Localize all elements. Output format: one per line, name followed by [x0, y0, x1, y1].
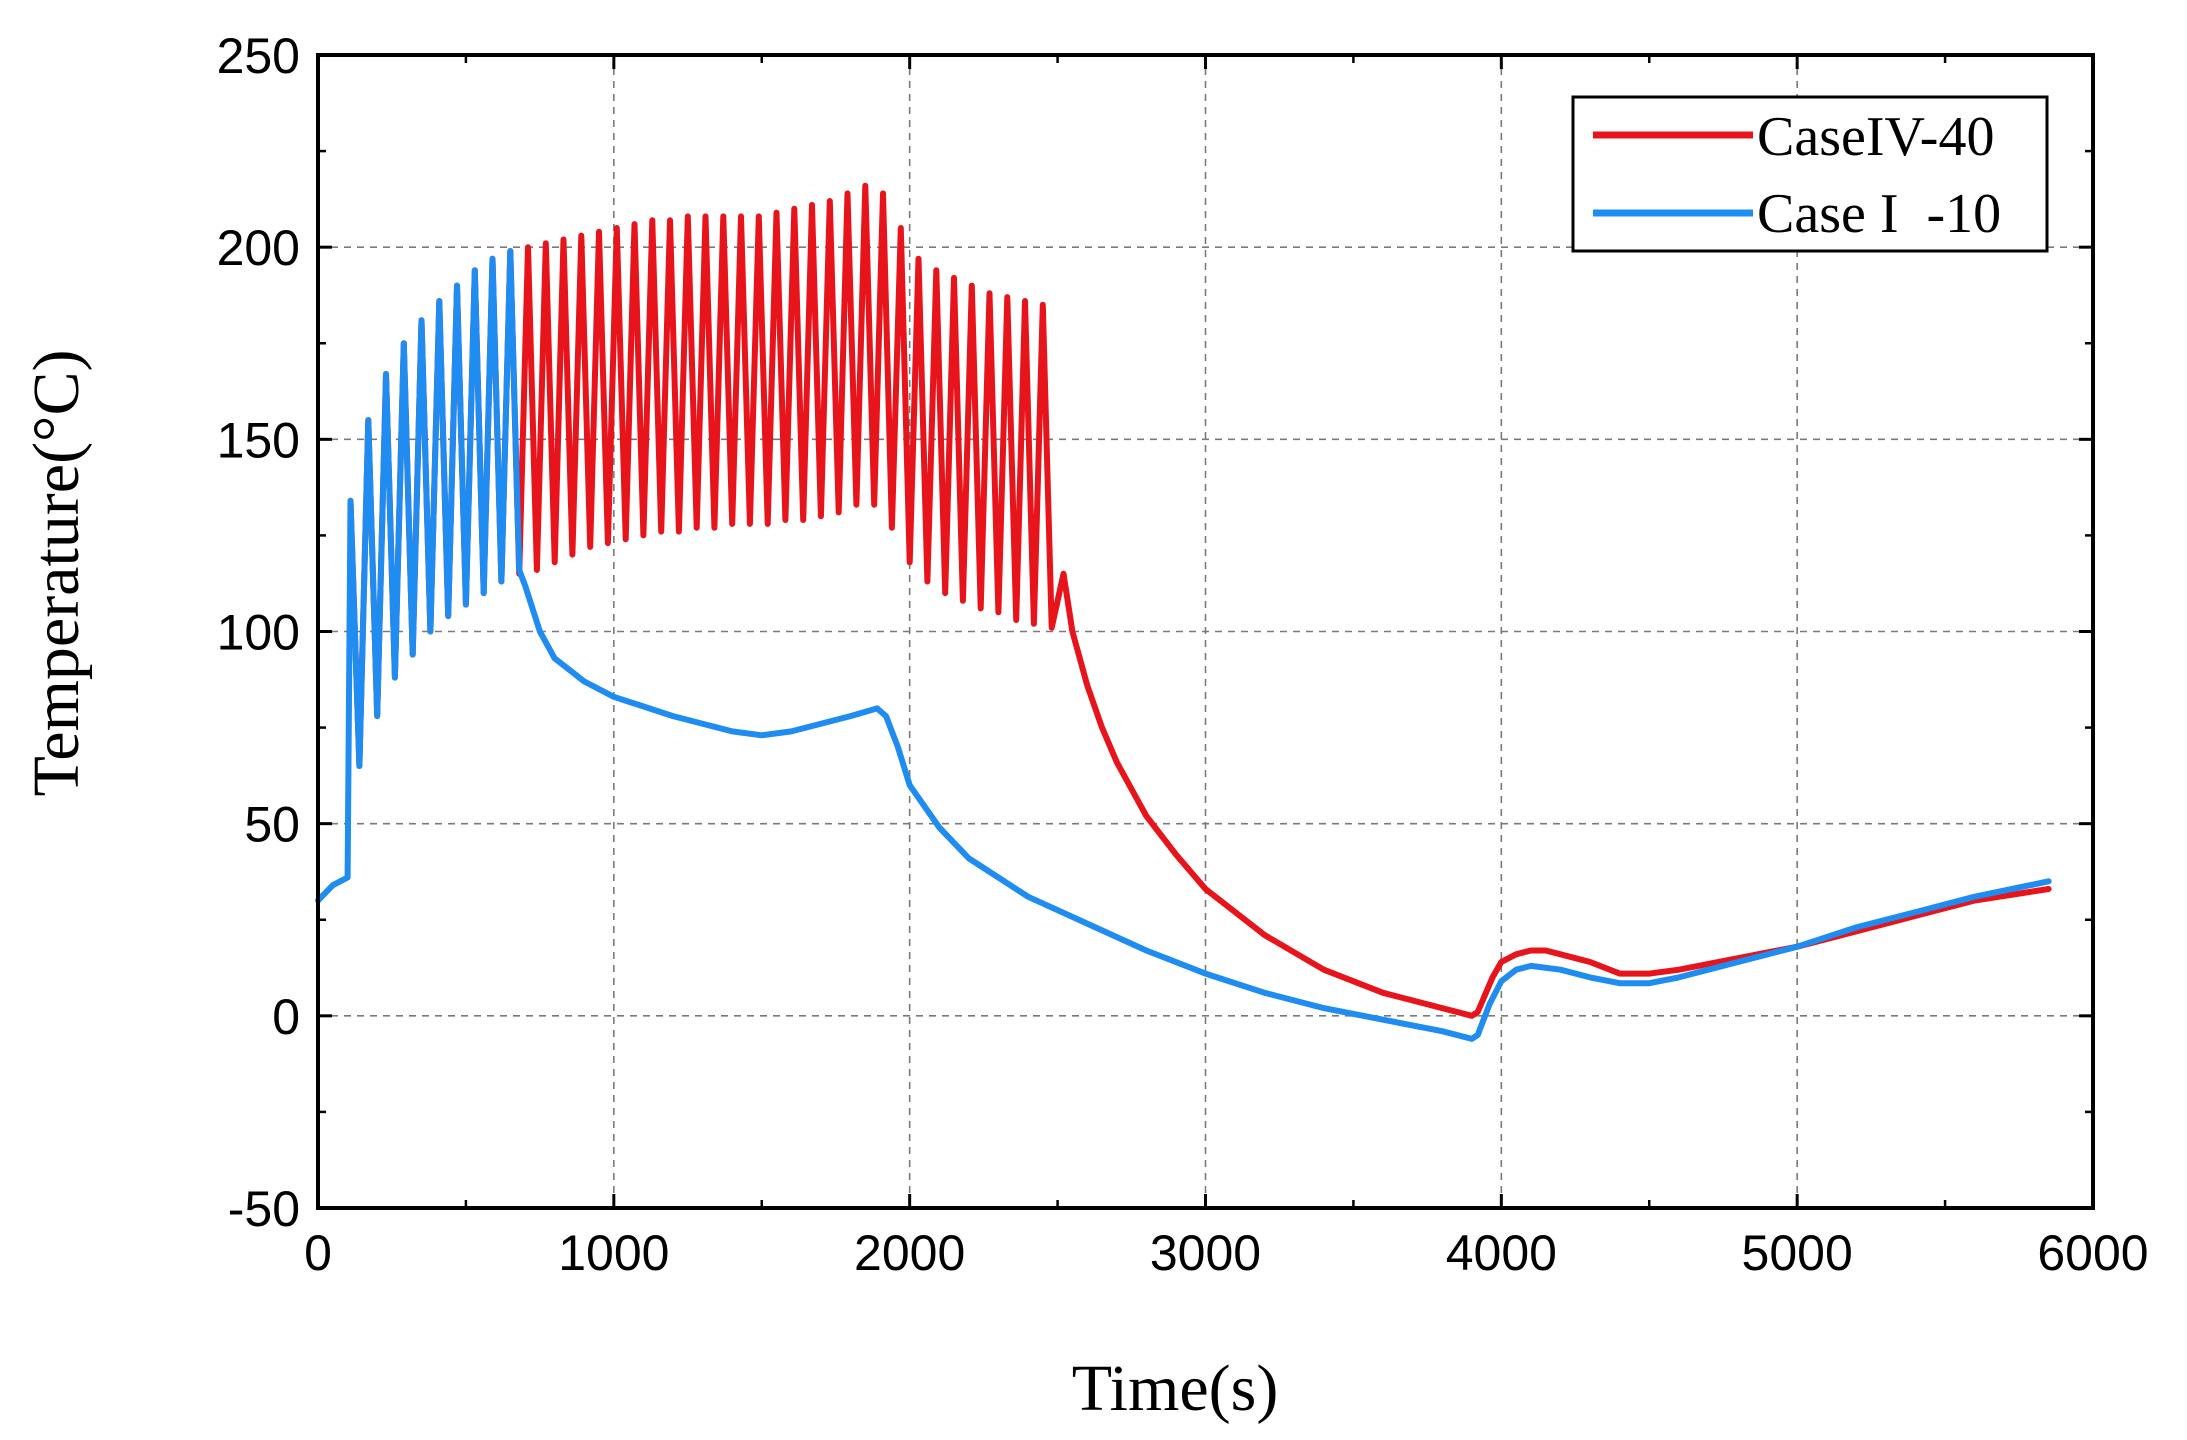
x-axis-title: Time(s) — [1072, 1352, 1279, 1425]
x-tick-label: 2000 — [854, 1225, 965, 1281]
y-tick-label: 0 — [272, 989, 300, 1045]
y-tick-label: -50 — [228, 1181, 300, 1237]
x-tick-label: 5000 — [1742, 1225, 1853, 1281]
x-tick-label: 6000 — [2037, 1225, 2148, 1281]
grid-lines — [318, 55, 2093, 1208]
legend-box — [1571, 95, 2049, 253]
x-tick-label: 1000 — [558, 1225, 669, 1281]
y-axis: -50 0 50 100 150 200 250 — [217, 28, 2093, 1237]
x-tick-label: 4000 — [1446, 1225, 1557, 1281]
x-tick-label: 3000 — [1150, 1225, 1261, 1281]
x-tick-label: 0 — [304, 1225, 332, 1281]
legend-label-case-i-10: Case I -10 — [1757, 183, 2001, 245]
y-tick-label: 250 — [217, 28, 300, 84]
series-line-case-i-10 — [315, 248, 2052, 1042]
series-layer — [315, 182, 2052, 1042]
y-tick-label: 50 — [244, 797, 300, 853]
y-tick-label: 150 — [217, 412, 300, 468]
y-tick-label: 200 — [217, 220, 300, 276]
x-axis: 0 1000 2000 3000 4000 5000 6000 — [304, 55, 2149, 1281]
series-line-caseiv-40 — [347, 182, 2052, 1019]
legend-label-caseiv-40: CaseIV-40 — [1757, 106, 1994, 168]
y-tick-label: 100 — [217, 605, 300, 661]
legend: CaseIV-40 Case I -10 — [1571, 95, 2049, 253]
y-axis-title: Temperature(°C) — [20, 350, 93, 797]
